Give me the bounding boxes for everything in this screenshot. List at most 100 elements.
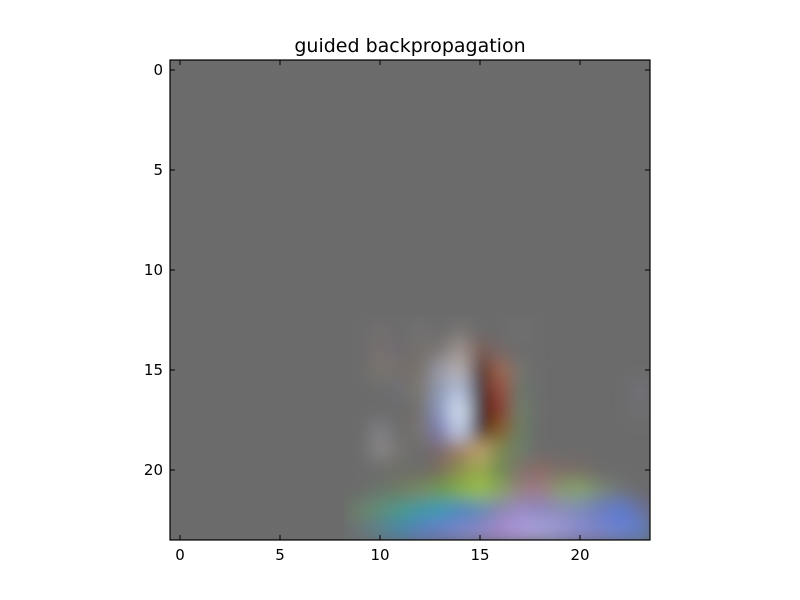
heatmap-pixel [410, 520, 431, 540]
heatmap-pixel [370, 340, 391, 361]
heatmap-pixel [470, 420, 491, 441]
axis-tick-marks [170, 60, 650, 540]
heatmap-pixel [470, 440, 491, 461]
heatmap-pixel [470, 460, 491, 481]
heatmap-pixel [510, 500, 531, 521]
heatmap-pixel [470, 500, 491, 521]
heatmap-pixel [570, 520, 591, 540]
heatmap-pixel [490, 520, 511, 540]
heatmap-pixel [470, 360, 491, 381]
x-axis-tick-labels: 0 5 10 15 20 [175, 546, 589, 564]
y-tick-label: 10 [144, 261, 163, 279]
heatmap-pixel [450, 360, 471, 381]
y-tick-label: 0 [153, 61, 163, 79]
heatmap-pixel [510, 480, 531, 501]
heatmap-pixel [630, 520, 650, 540]
heatmap-pixel [450, 380, 471, 401]
heatmap-pixel [370, 320, 391, 341]
heatmap-pixel [370, 520, 391, 540]
heatmap-pixel [450, 460, 471, 481]
heatmap-pixel [390, 460, 411, 481]
heatmap-pixel [430, 480, 451, 501]
heatmap-pixel [450, 340, 471, 361]
heatmap-pixel [530, 500, 551, 521]
heatmap-pixel [630, 400, 650, 421]
heatmap-pixel [490, 500, 511, 521]
heatmap-pixel [370, 440, 391, 461]
heatmap-pixel [510, 460, 531, 481]
heatmap-pixel [430, 500, 451, 521]
heatmap-pixel [510, 520, 531, 540]
heatmap-pixel [430, 420, 451, 441]
heatmap-pixel [430, 360, 451, 381]
y-axis-tick-labels: 0 5 10 15 20 [144, 61, 163, 479]
heatmap-pixel [410, 500, 431, 521]
heatmap-pixel [490, 460, 511, 481]
heatmap-pixel [630, 500, 650, 521]
heatmap-pixel [430, 340, 451, 361]
heatmap-pixel [450, 520, 471, 540]
heatmap-pixel [590, 480, 611, 501]
heatmap-pixel [610, 500, 631, 521]
heatmap-pixel [410, 340, 431, 361]
x-tick-label: 0 [175, 546, 185, 564]
heatmap-pixel [490, 440, 511, 461]
heatmap-pixel [530, 520, 551, 540]
heatmap-pixel [530, 460, 551, 481]
heatmap-pixel [490, 360, 511, 381]
heatmap-pixel [610, 480, 631, 501]
heatmap-pixel [450, 420, 471, 441]
heatmap-pixel [510, 320, 531, 341]
x-tick-label: 10 [370, 546, 389, 564]
heatmap-pixel [470, 480, 491, 501]
heatmap-pixel [390, 480, 411, 501]
heatmap-pixel [410, 420, 431, 441]
heatmap-pixel [510, 360, 531, 381]
heatmap-pixel [570, 500, 591, 521]
image-plot-area [170, 60, 650, 540]
heatmap-pixel [550, 460, 571, 481]
heatmap-pixel [510, 380, 531, 401]
heatmap-pixel [370, 480, 391, 501]
heatmap-pixel [550, 520, 571, 540]
heatmap-pixel [390, 440, 411, 461]
heatmap-pixel [410, 480, 431, 501]
heatmap-pixel [510, 400, 531, 421]
heatmap-pixel [410, 400, 431, 421]
heatmap-pixel [590, 500, 611, 521]
heatmap-pixel [410, 380, 431, 401]
y-tick-label: 20 [144, 461, 163, 479]
heatmap-pixel [410, 360, 431, 381]
plot-frame [169, 59, 651, 541]
heatmap-pixel [390, 380, 411, 401]
heatmap-pixel [470, 400, 491, 421]
y-tick-label: 15 [144, 361, 163, 379]
heatmap-pixel [370, 360, 391, 381]
heatmap-pixel [450, 500, 471, 521]
y-tick-label: 5 [153, 161, 163, 179]
heatmap-pixel [470, 340, 491, 361]
heatmap-pixel [630, 380, 650, 401]
heatmap-pixel [570, 460, 591, 481]
heatmap-pixel [550, 500, 571, 521]
heatmap-pixel [490, 380, 511, 401]
heatmap-pixel [390, 340, 411, 361]
heatmap-pixel [470, 380, 491, 401]
heatmap-pixel [510, 420, 531, 441]
heatmap-pixel [510, 440, 531, 461]
heatmap-pixel [570, 480, 591, 501]
heatmap-pixel [490, 400, 511, 421]
heatmap-pixel [430, 380, 451, 401]
heatmap-pixel [430, 460, 451, 481]
heatmap-pixel [390, 520, 411, 540]
heatmap-pixel [430, 400, 451, 421]
heatmap-pixel [490, 420, 511, 441]
heatmap-pixel [490, 340, 511, 361]
x-tick-label: 20 [570, 546, 589, 564]
heatmap-pixel [430, 520, 451, 540]
heatmap-pixel [590, 520, 611, 540]
heatmap-pixel [390, 500, 411, 521]
x-tick-label: 15 [470, 546, 489, 564]
heatmap-pixel [490, 480, 511, 501]
